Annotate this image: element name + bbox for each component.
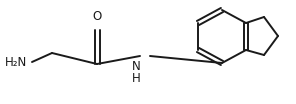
Text: H₂N: H₂N [5,56,27,69]
Text: O: O [92,9,102,22]
Text: N: N [132,59,140,72]
Text: H: H [132,72,140,84]
